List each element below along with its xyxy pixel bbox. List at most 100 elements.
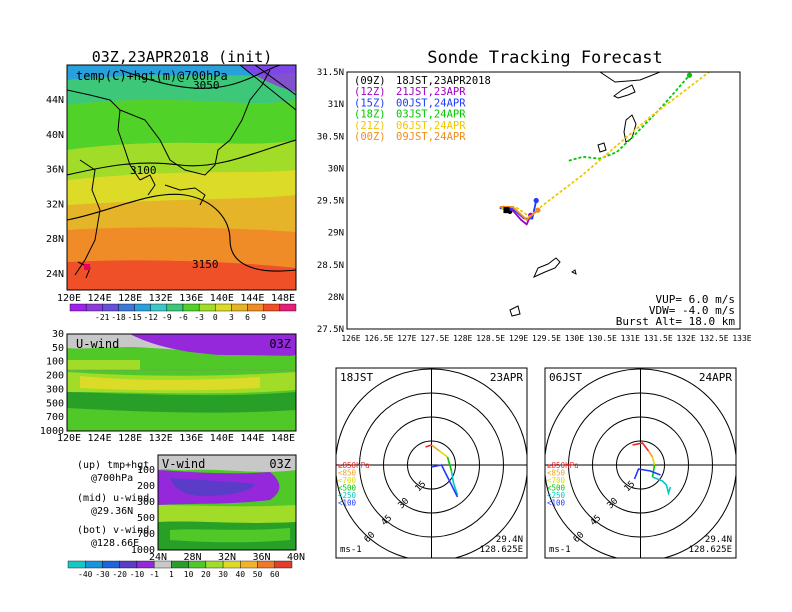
temp-colorbar-swatch <box>134 303 151 312</box>
map-lat-tick: 36N <box>46 165 64 176</box>
wind-colorbar-swatch <box>171 560 189 569</box>
temperature-colorbar: -21 -18 -15 -12 -9 -6 -3 0 3 6 9 <box>69 303 297 322</box>
hodograph-lat: 29.4N <box>496 535 523 545</box>
tracking-lon-tick: 126E <box>341 334 360 343</box>
tracking-lon-ticks: 126E 126.5E 127E 127.5E 128E 128.5E 129E 129.5E… <box>341 334 751 343</box>
map-lat-tick: 32N <box>46 199 64 210</box>
tracking-lat-tick: 29N <box>328 229 344 239</box>
tracking-lat-tick: 30.5N <box>317 132 344 142</box>
vwind-lat-tick: 28N <box>183 552 201 563</box>
hodograph-trace <box>652 476 672 496</box>
hodograph-trace <box>439 450 448 458</box>
note-up-1: (up) tmp+hgt <box>77 460 149 471</box>
temp-colorbar-swatch <box>215 303 232 312</box>
hodograph-level-label: <100 <box>338 499 357 508</box>
wind-colorbar-tick: -40 <box>78 570 93 579</box>
tracking-lat-tick: 31N <box>328 100 344 110</box>
map-lon-ticks: 120E 124E 128E 132E 136E 140E 144E 148E <box>57 293 295 304</box>
wind-colorbar-swatch <box>153 560 172 569</box>
vwind-p-tick: 1000 <box>131 545 155 556</box>
hodograph-trace <box>431 444 440 452</box>
temp-colorbar-swatch <box>198 303 216 312</box>
wind-colorbar-swatch <box>67 560 86 569</box>
temp-colorbar-swatch <box>85 303 103 312</box>
hodograph-date: 24APR <box>699 371 732 384</box>
map-lon-tick: 136E <box>179 293 203 304</box>
wind-colorbar-swatch <box>188 560 207 569</box>
temp-colorbar-tick: -9 <box>162 313 172 322</box>
wind-colorbar-tick: 40 <box>235 570 245 579</box>
hodograph-trace <box>651 456 656 466</box>
wind-colorbar-tick: 30 <box>218 570 228 579</box>
wind-colorbar-tick: -20 <box>112 570 127 579</box>
uwind-p-tick: 30 <box>52 329 64 340</box>
vwind-lat-tick: 36N <box>252 552 270 563</box>
map-lon-tick: 144E <box>240 293 264 304</box>
wind-colorbar-swatch <box>205 560 224 569</box>
vwind-lat-tick: 24N <box>149 552 167 563</box>
uwind-pressure-ticks: 30 50 100 200 300 500 700 1000 <box>40 329 64 437</box>
sonde-track-endpoint <box>686 72 693 78</box>
contour-label-3150: 3150 <box>192 258 219 271</box>
legend-label: 09JST,24APR <box>396 131 466 143</box>
temp-colorbar-swatch <box>102 303 119 312</box>
wind-colorbar-swatch <box>257 560 275 569</box>
hodograph-level-label: <700 <box>338 476 357 485</box>
note-mid-1: (mid) u-wind <box>77 493 149 504</box>
temp-colorbar-tick: -21 <box>95 313 110 322</box>
temp-colorbar-swatch <box>150 303 168 312</box>
map-lon-tick: 128E <box>118 293 142 304</box>
vwind-p-tick: 300 <box>137 497 155 508</box>
contour-label-3050: 3050 <box>193 79 220 92</box>
hodograph-level-label: <500 <box>547 484 566 493</box>
wind-colorbar-swatch <box>222 560 241 569</box>
map-lon-tick: 148E <box>271 293 295 304</box>
temp-colorbar-swatch <box>166 303 184 312</box>
vwind-p-tick: 500 <box>137 513 155 524</box>
uwind-label: U-wind <box>76 337 119 351</box>
sonde-track-endpoint <box>533 197 539 204</box>
uwind-section <box>67 334 296 431</box>
hodograph-jst: 06JST <box>549 371 582 384</box>
wind-colorbar-tick: 20 <box>201 570 211 579</box>
temp-colorbar-tick: -18 <box>111 313 126 322</box>
uwind-p-tick: 300 <box>46 384 64 395</box>
wind-colorbar-tick: 1 <box>169 570 174 579</box>
uwind-time: 03Z <box>269 337 291 351</box>
hodograph-trace <box>632 442 650 452</box>
map-lon-tick: 120E <box>57 293 81 304</box>
param-vup: VUP= 6.0 m/s <box>656 293 735 306</box>
temperature-map <box>67 65 296 290</box>
tracking-lon-tick: 132.5E <box>700 334 729 343</box>
tracking-lon-tick: 128E <box>453 334 472 343</box>
vwind-p-tick: 700 <box>137 529 155 540</box>
hodograph-level-label: <850 <box>547 469 566 478</box>
sonde-track-line <box>499 205 539 222</box>
hodograph-trace <box>425 444 432 448</box>
sonde-track-line <box>501 72 711 218</box>
note-bot-1: (bot) v-wind <box>77 525 149 536</box>
hodograph-jst: 18JST <box>340 371 373 384</box>
temp-colorbar-tick: -6 <box>178 313 188 322</box>
tracking-lat-tick: 28.5N <box>317 261 344 271</box>
hodograph-date: 23APR <box>490 371 523 384</box>
map-lat-tick: 24N <box>46 269 64 280</box>
map-label: temp(C)+hgt(m)@700hPa <box>76 69 228 83</box>
tracking-lon-tick: 130.5E <box>588 334 617 343</box>
tracking-lat-tick: 29.5N <box>317 197 344 207</box>
hodograph-trace <box>651 464 656 478</box>
uwind-p-tick: 50 <box>52 343 64 354</box>
contour-label-3100: 3100 <box>130 164 157 177</box>
legend-label: 21JST,23APR <box>396 86 466 98</box>
temp-colorbar-tick: 9 <box>261 313 266 322</box>
uwind-lon-tick: 120E <box>57 433 81 444</box>
temp-colorbar-swatch <box>231 303 248 312</box>
vwind-pressure-ticks: 100 200 300 500 700 1000 <box>131 465 155 556</box>
wind-colorbar-tick: -10 <box>130 570 145 579</box>
wind-colorbar-tick: 10 <box>184 570 194 579</box>
map-lon-tick: 140E <box>210 293 234 304</box>
uwind-p-tick: 1000 <box>40 426 64 437</box>
note-up-2: @700hPa <box>91 473 133 484</box>
